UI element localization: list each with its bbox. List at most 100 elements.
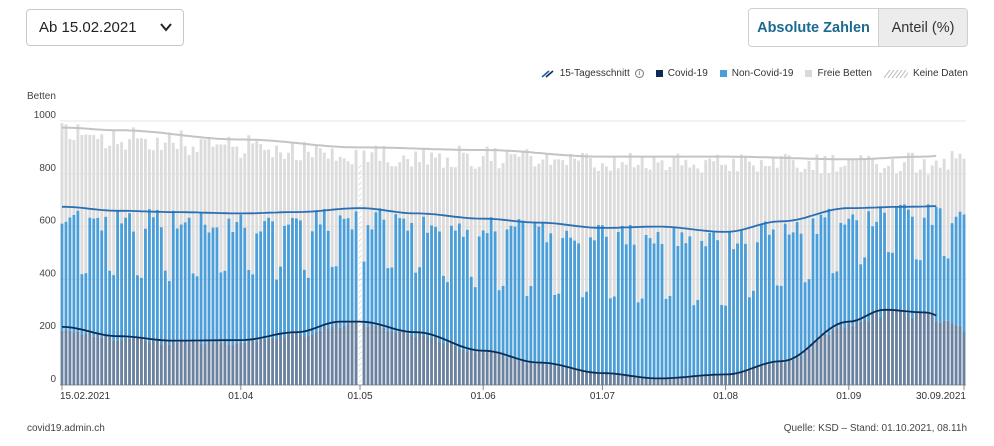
free-beds-bar (895, 173, 898, 207)
covid-bar (668, 377, 672, 385)
legend-item-free[interactable]: Freie Betten (805, 68, 872, 79)
legend-label-nodata: Keine Daten (912, 68, 968, 79)
free-beds-bar (390, 166, 394, 268)
covid-bar (819, 336, 823, 385)
free-beds-bar (600, 163, 604, 226)
covid-bar (398, 331, 402, 385)
covid-bar (672, 378, 676, 385)
covid-bar (577, 370, 580, 385)
covid-bar (759, 366, 763, 385)
legend-label-free: Freie Betten (817, 68, 872, 79)
noncovid-bar (461, 236, 465, 350)
free-beds-bar (453, 167, 457, 231)
covid-bar (120, 339, 124, 385)
free-beds-bar (549, 164, 553, 234)
covid-bar (771, 363, 775, 385)
covid-bar (914, 311, 918, 385)
noncovid-bar (811, 218, 815, 345)
free-beds-bar (410, 166, 414, 223)
free-beds-bar (906, 152, 910, 210)
noncovid-bar (136, 275, 139, 337)
free-beds-bar (899, 170, 902, 205)
noncovid-bar (954, 216, 958, 326)
covid-bar (144, 340, 147, 385)
covid-bar (108, 336, 112, 385)
noncovid-bar (795, 222, 799, 358)
noncovid-bar (600, 225, 604, 374)
free-beds-bar (660, 160, 664, 244)
free-beds-bar (751, 165, 755, 291)
noncovid-bar (720, 304, 724, 375)
free-beds-bar (64, 124, 68, 222)
free-beds-bar (112, 130, 116, 276)
free-beds-bar (247, 135, 251, 270)
noncovid-bar (132, 231, 135, 337)
covid-bar (779, 360, 783, 385)
covid-bar (640, 377, 644, 385)
covid-bar (179, 341, 183, 385)
noncovid-bar (422, 216, 426, 336)
covid-bar (879, 317, 882, 385)
covid-bar (291, 334, 294, 385)
free-beds-bar (88, 134, 92, 218)
noncovid-bar (243, 227, 247, 343)
covid-bar (195, 341, 199, 385)
noncovid-bar (589, 237, 592, 373)
covid-bar (446, 342, 449, 385)
covid-bar (183, 340, 187, 385)
free-beds-bar (302, 141, 306, 270)
covid-bar (465, 351, 469, 385)
free-beds-bar (338, 156, 342, 216)
noncovid-bar (855, 220, 859, 320)
noncovid-bar (863, 257, 867, 320)
noncovid-bar (732, 249, 735, 374)
noncovid-bar (871, 226, 875, 313)
free-beds-bar (910, 152, 914, 217)
covid-bar (887, 308, 890, 385)
noncovid-bar (465, 229, 469, 352)
free-beds-bar (199, 139, 203, 212)
x-tick-label: 01.04 (228, 391, 253, 402)
free-beds-bar (124, 149, 127, 218)
toggle-absolute-button[interactable]: Absolute Zahlen (749, 9, 879, 46)
legend-item-nodata[interactable]: Keine Daten (883, 68, 968, 79)
legend-item-noncovid[interactable]: Non-Covid-19 (719, 68, 793, 79)
noncovid-bar (191, 273, 195, 341)
covid-bar (128, 338, 131, 385)
free-beds-bar (219, 144, 223, 273)
noncovid-bar (553, 294, 557, 366)
date-range-select[interactable]: Ab 15.02.2021 (26, 9, 184, 46)
y-tick-label: 0 (50, 374, 56, 385)
noncovid-bar (442, 275, 445, 344)
covid-bar (366, 326, 370, 385)
covid-bar (132, 336, 135, 385)
covid-bar (954, 325, 958, 385)
info-icon[interactable]: i (634, 69, 644, 78)
noncovid-bar (891, 252, 894, 311)
noncovid-bar (163, 270, 167, 340)
free-beds-bar (708, 158, 712, 233)
noncovid-bar (116, 210, 120, 341)
noncovid-bar (895, 206, 898, 311)
covid-bar (855, 319, 859, 385)
covid-bar (561, 366, 565, 385)
free-beds-bar (680, 165, 684, 233)
noncovid-bar (302, 269, 306, 337)
free-beds-bar (183, 146, 187, 223)
noncovid-bar (640, 298, 644, 378)
noncovid-bar (676, 246, 680, 379)
covid-bar (314, 332, 318, 385)
covid-bar (545, 364, 549, 385)
toggle-share-button[interactable]: Anteil (%) (879, 9, 967, 46)
noncovid-bar (449, 225, 453, 343)
free-beds-bar (926, 174, 930, 205)
legend-item-covid[interactable]: Covid-19 (655, 68, 708, 79)
x-tick-label: 15.02.2021 (60, 391, 110, 402)
noncovid-bar (489, 217, 493, 353)
free-beds-bar (624, 164, 628, 245)
covid-bar (724, 375, 728, 385)
covid-bar (899, 309, 902, 385)
covid-bar (151, 339, 155, 385)
y-axis-label: Betten (27, 91, 56, 102)
legend-item-average[interactable]: 15-Tagesschnitt i (541, 68, 644, 79)
